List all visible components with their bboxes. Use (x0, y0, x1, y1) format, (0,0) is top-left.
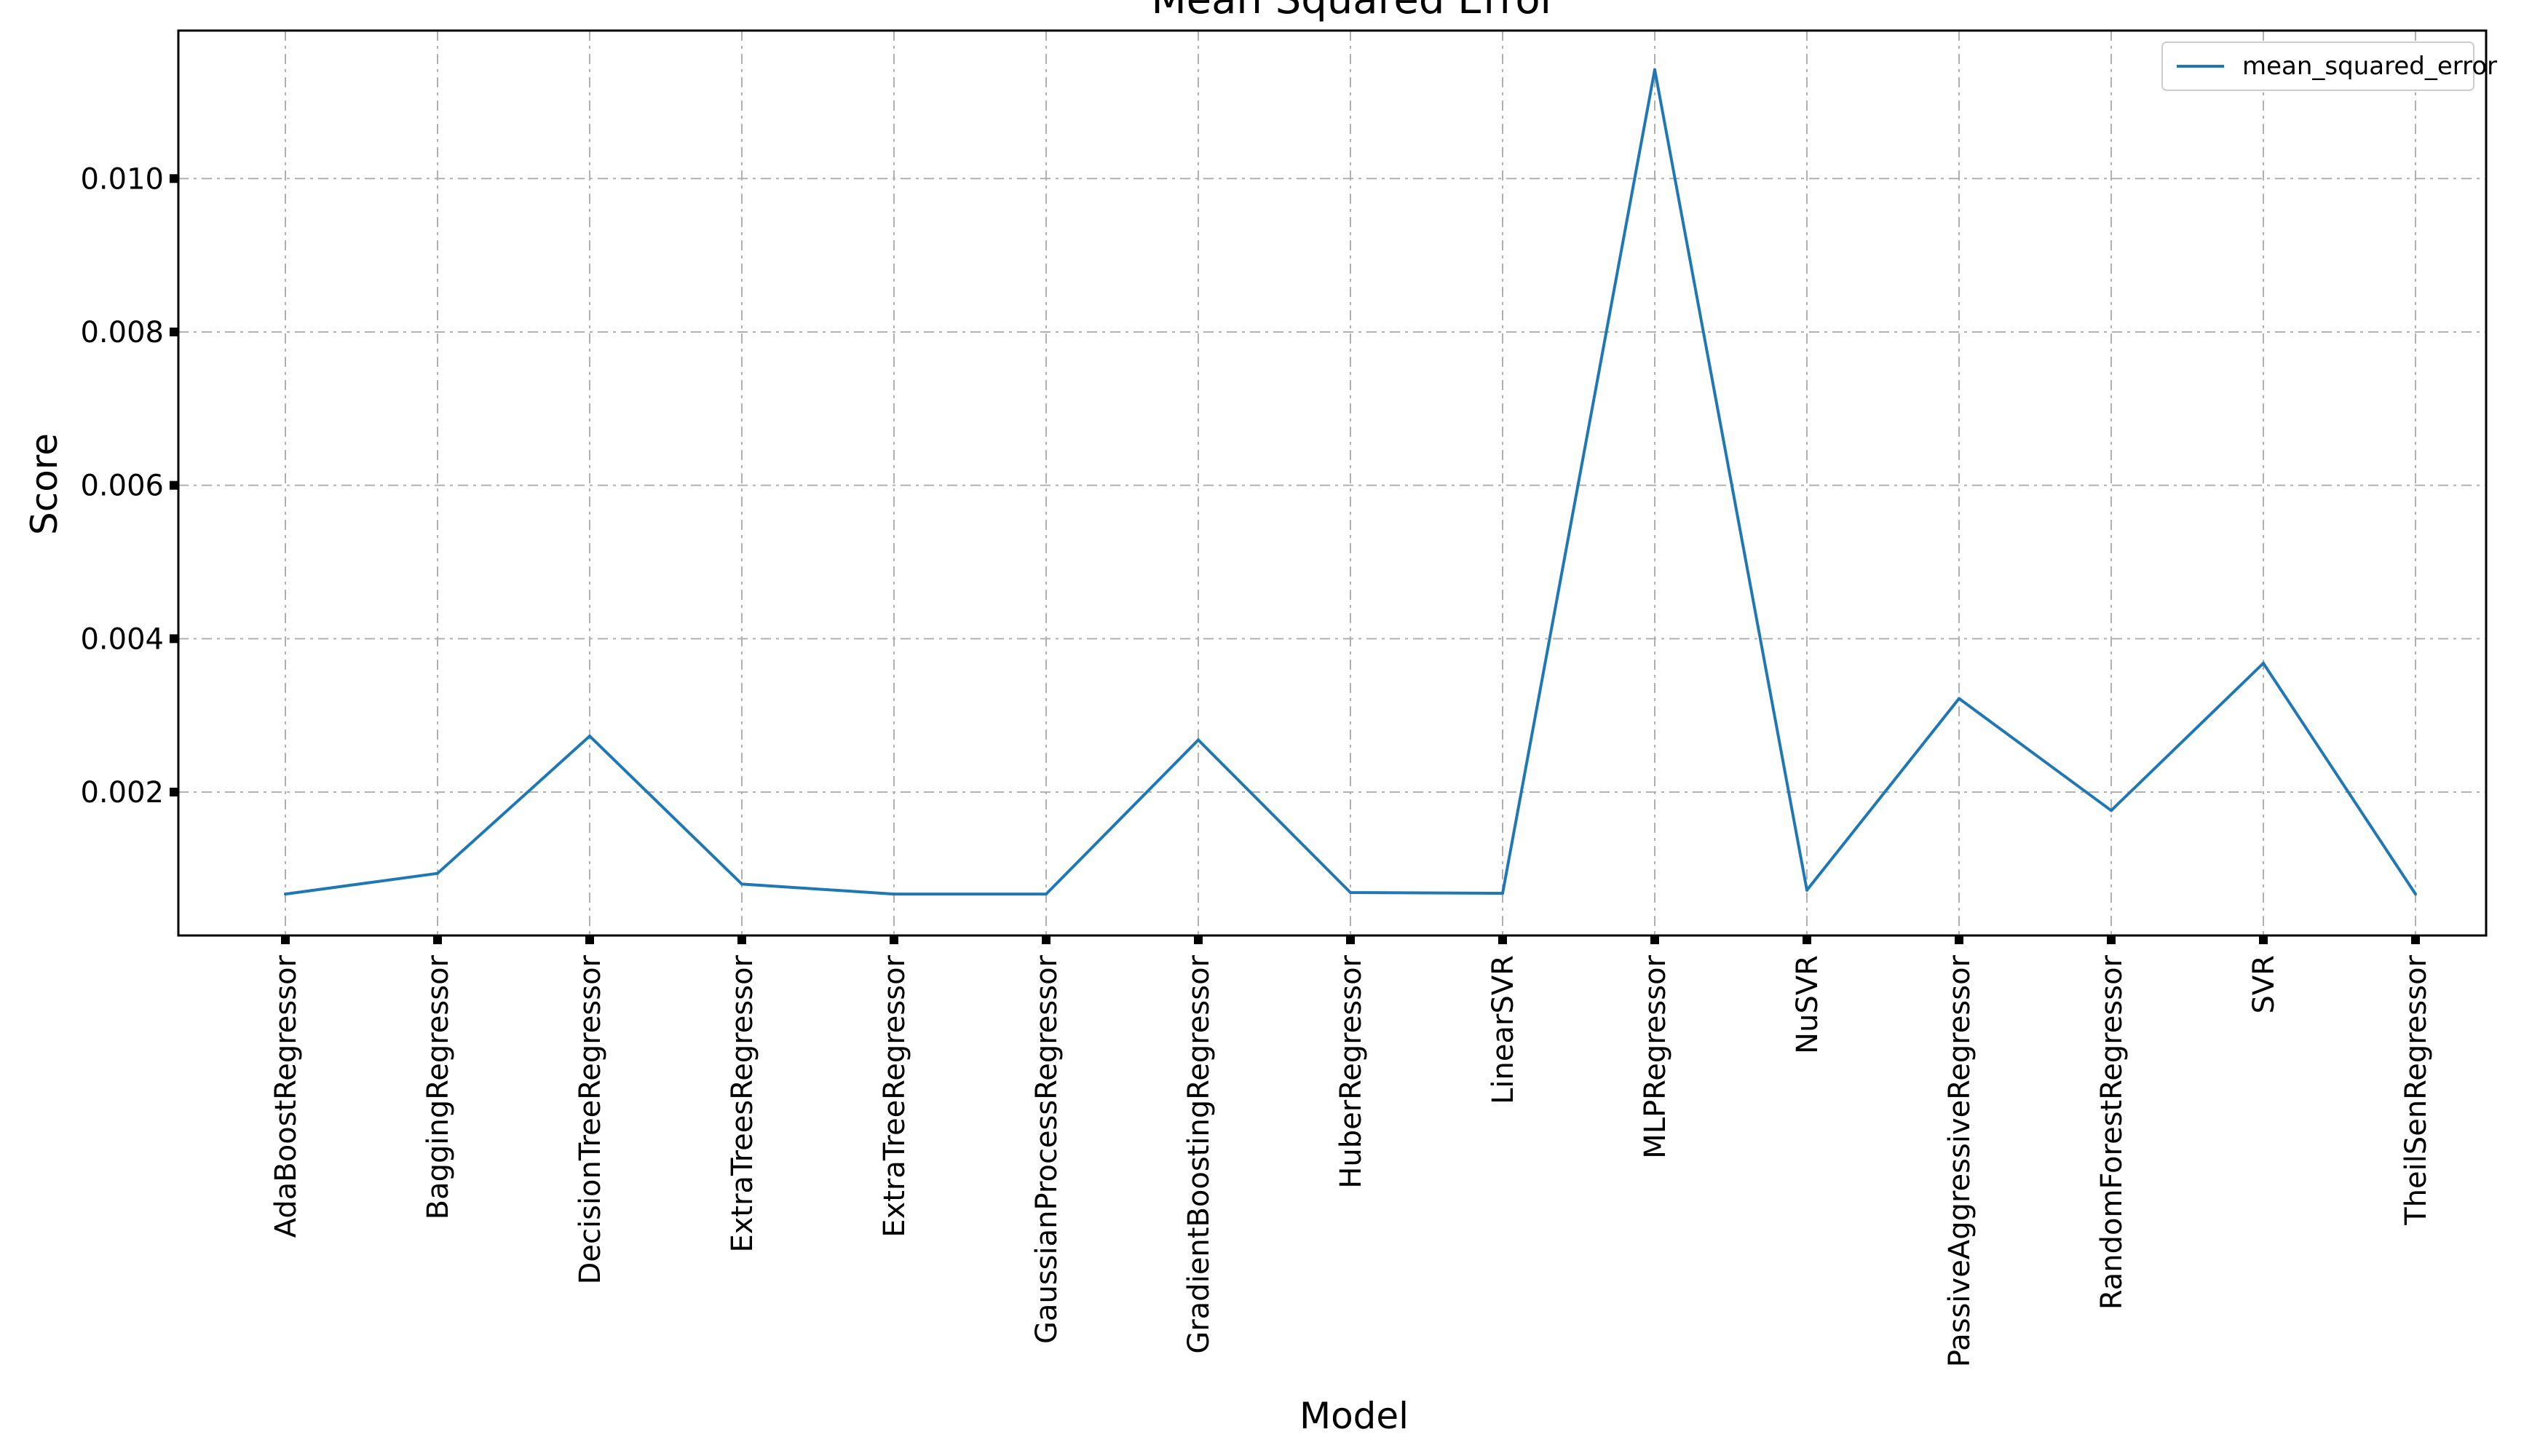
legend-box (2161, 41, 2474, 91)
x-tick-label: RandomForestRegressor (2095, 954, 2129, 1310)
y-tick-mark (170, 327, 178, 336)
series-layer (284, 68, 2417, 896)
data-point (1501, 892, 1504, 895)
x-tick-label: ExtraTreeRegressor (878, 954, 911, 1237)
y-tick-label: 0.004 (80, 622, 164, 656)
x-tick-mark (1194, 935, 1203, 944)
x-tick-mark (1042, 935, 1051, 944)
x-tick-label: DecisionTreeRegressor (574, 954, 607, 1284)
x-tick-label: PassiveAggressiveRegressor (1943, 954, 1977, 1367)
x-tick-mark (2259, 935, 2268, 944)
y-tick-label: 0.010 (80, 162, 164, 196)
x-tick-mark (737, 935, 746, 944)
data-point (2262, 662, 2265, 665)
data-point (1805, 888, 1808, 892)
x-tick-label: TheilSenRegressor (2399, 954, 2433, 1225)
data-point (588, 735, 591, 738)
x-tick-label: GradientBoostingRegressor (1182, 954, 1216, 1353)
x-tick-mark (281, 935, 290, 944)
x-tick-label: HuberRegressor (1334, 954, 1368, 1188)
x-tick-mark (1955, 935, 1963, 944)
x-tick-mark (1346, 935, 1355, 944)
chart-title: Mean Squared Error (1151, 0, 1557, 23)
data-point (1045, 893, 1048, 896)
x-tick-label: GaussianProcessRegressor (1030, 954, 1064, 1344)
x-tick-label: SVR (2247, 955, 2281, 1014)
data-point (1349, 891, 1352, 895)
y-tick-label: 0.008 (80, 316, 164, 349)
y-tick-mark (170, 480, 178, 490)
x-tick-label: AdaBoostRegressor (269, 954, 303, 1238)
data-point (436, 871, 439, 875)
data-point (1653, 68, 1656, 71)
x-axis: AdaBoostRegressor BaggingRegressor Decisio… (269, 935, 2433, 1367)
y-axis-label: Score (23, 433, 66, 535)
grid-lines (178, 31, 2486, 935)
legend: mean_squared_error (2161, 41, 2497, 91)
x-axis-label: Model (1299, 1395, 1409, 1437)
y-axis: 0.002 0.004 0.006 0.008 0.010 (80, 162, 178, 810)
x-tick-mark (2411, 935, 2420, 944)
x-tick-label: ExtraTreesRegressor (726, 954, 759, 1252)
x-tick-mark (1498, 935, 1507, 944)
y-tick-label: 0.002 (80, 776, 164, 810)
data-point (1197, 738, 1200, 742)
data-point (740, 882, 743, 886)
x-tick-mark (433, 935, 442, 944)
data-point (2110, 809, 2113, 812)
data-point (2414, 893, 2417, 896)
x-tick-label: LinearSVR (1487, 955, 1520, 1104)
x-tick-label: NuSVR (1791, 955, 1824, 1054)
x-tick-mark (1650, 935, 1659, 944)
y-tick-mark (170, 174, 178, 183)
x-tick-label: BaggingRegressor (422, 954, 455, 1219)
y-tick-mark (170, 788, 178, 797)
data-point (284, 893, 287, 896)
x-tick-mark (2107, 935, 2116, 944)
data-point (893, 893, 895, 896)
data-point (1958, 697, 1961, 700)
plot-frame (177, 29, 2488, 937)
x-tick-label: MLPRegressor (1639, 954, 1672, 1158)
x-tick-mark (1803, 935, 1811, 944)
x-tick-mark (585, 935, 594, 944)
x-tick-mark (890, 935, 898, 944)
y-tick-mark (170, 634, 178, 644)
y-tick-label: 0.006 (80, 470, 164, 503)
legend-label: mean_squared_error (2242, 52, 2497, 81)
